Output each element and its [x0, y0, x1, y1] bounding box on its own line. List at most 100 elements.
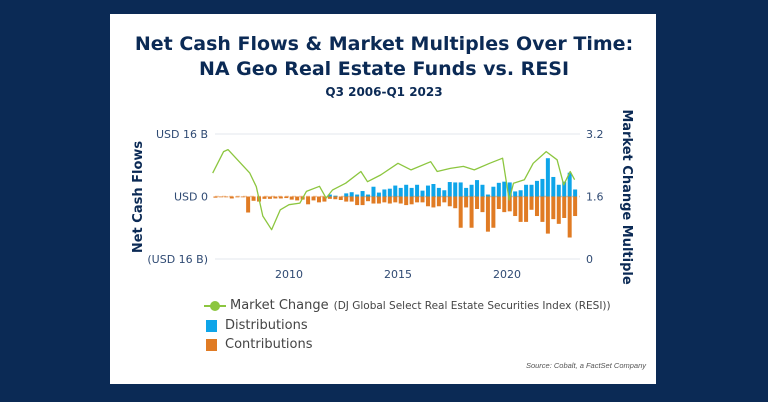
contribution-bar	[524, 196, 529, 222]
legend-distributions-label: Distributions	[225, 318, 308, 333]
legend-distributions: Distributions	[206, 318, 308, 333]
distribution-bar	[425, 185, 430, 197]
contribution-bar	[491, 196, 496, 228]
contribution-bar	[507, 196, 512, 212]
y-right-tick-label: 3.2	[586, 128, 604, 141]
contribution-bar	[284, 196, 289, 199]
contribution-bar	[344, 196, 349, 202]
legend-market-label: Market Change	[230, 298, 329, 313]
legend-line-dot-icon	[204, 300, 226, 311]
contribution-bar	[398, 196, 403, 204]
contribution-bar	[393, 196, 398, 203]
contribution-bar	[371, 196, 376, 204]
distribution-bar	[485, 194, 490, 197]
chart-title-line2: NA Geo Real Estate Funds vs. RESI	[198, 58, 570, 80]
distribution-bar	[469, 184, 474, 197]
contribution-bar	[349, 196, 354, 202]
source-note: Source: Cobalt, a FactSet Company	[525, 361, 646, 370]
contribution-bar	[573, 196, 578, 217]
contribution-bar	[289, 196, 294, 200]
distribution-bar	[371, 186, 376, 197]
y-left-tick-label: (USD 16 B)	[147, 253, 208, 266]
contribution-bar	[366, 196, 371, 202]
contribution-bar	[278, 196, 283, 199]
contribution-bar	[218, 196, 223, 198]
contribution-bar	[436, 196, 441, 207]
contribution-bar	[306, 196, 311, 205]
contribution-bar	[469, 196, 474, 228]
distribution-bar	[420, 190, 425, 197]
y-left-axis-title: Net Cash Flows	[131, 141, 146, 254]
contribution-bar	[431, 196, 436, 208]
legend-contributions-label: Contributions	[225, 337, 313, 352]
contribution-bar	[518, 196, 523, 222]
distribution-bar	[349, 192, 354, 197]
distribution-bar	[458, 182, 463, 197]
distribution-bar	[480, 184, 485, 197]
distribution-bar	[366, 194, 371, 197]
contribution-bar	[240, 196, 245, 198]
contribution-bar	[513, 196, 518, 217]
contribution-bar	[246, 196, 251, 213]
distribution-bar	[355, 194, 360, 197]
distribution-bar	[333, 195, 338, 197]
contribution-bar	[338, 196, 343, 201]
contribution-bar	[540, 196, 545, 222]
contribution-bar	[404, 196, 409, 206]
contribution-bar	[425, 196, 430, 207]
chart-title: Net Cash Flows & Market Multiples Over T…	[134, 33, 634, 55]
distribution-bar	[534, 180, 539, 197]
contribution-bar	[376, 196, 381, 204]
distribution-bar	[453, 182, 458, 197]
distribution-bar	[545, 158, 550, 197]
distribution-bar	[551, 176, 556, 197]
distribution-bar	[447, 182, 452, 197]
distribution-bar	[529, 184, 534, 197]
distribution-bar	[502, 181, 507, 197]
distribution-bar	[344, 193, 349, 197]
distribution-bar	[393, 185, 398, 197]
contribution-bar	[529, 196, 534, 210]
distribution-bar	[573, 189, 578, 197]
distribution-bar	[442, 190, 447, 197]
contribution-bar	[420, 196, 425, 203]
contribution-bar	[382, 196, 387, 203]
x-tick-label: 2010	[275, 268, 303, 281]
contribution-bar	[224, 196, 229, 198]
contribution-bar	[485, 196, 490, 232]
contribution-bar	[262, 196, 267, 199]
contribution-bar	[251, 196, 256, 201]
distribution-bar	[524, 184, 529, 197]
contribution-bar	[551, 196, 556, 220]
distribution-bar	[327, 194, 332, 197]
contribution-bar	[213, 196, 218, 198]
distribution-bar	[431, 184, 436, 197]
distribution-bar	[464, 187, 469, 197]
contribution-bar	[355, 196, 360, 206]
contribution-bar	[229, 196, 234, 199]
distribution-bar	[376, 192, 381, 197]
contribution-bar	[235, 196, 240, 198]
distribution-bar	[496, 182, 501, 197]
y-right-axis-title: Market Change Multiple	[619, 109, 634, 285]
legend-market-detail: (DJ Global Select Real Estate Securities…	[333, 299, 611, 312]
legend-swatch-contributions	[206, 338, 217, 351]
distribution-bar	[387, 188, 392, 197]
contribution-bar	[447, 196, 452, 207]
x-tick-label: 2015	[384, 268, 412, 281]
y-left-tick-label: USD 0	[174, 191, 208, 204]
contribution-bar	[415, 196, 420, 203]
legend-contributions: Contributions	[206, 337, 313, 352]
contribution-bar	[545, 196, 550, 234]
distribution-bar	[415, 184, 420, 197]
contribution-bar	[322, 196, 327, 202]
contribution-bar	[496, 196, 501, 209]
distribution-bar	[562, 181, 567, 197]
distribution-bar	[360, 191, 365, 197]
x-tick-label: 2020	[493, 268, 521, 281]
contribution-bar	[502, 196, 507, 213]
y-left-tick-label: USD 16 B	[156, 128, 208, 141]
contribution-bar	[464, 196, 469, 208]
y-right-tick-label: 0	[586, 253, 593, 266]
legend-swatch-distributions	[206, 319, 217, 332]
